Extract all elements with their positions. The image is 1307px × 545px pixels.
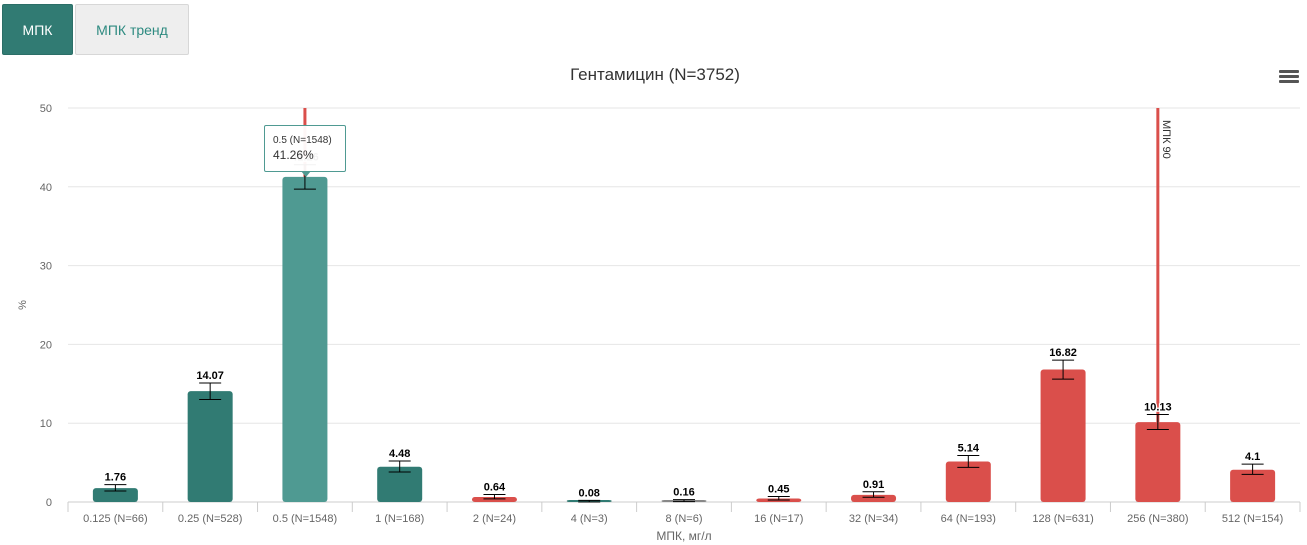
x-tick-label: 2 (N=24) <box>473 513 516 525</box>
tooltip-value: 41.26% <box>273 148 314 162</box>
bar <box>1040 369 1086 502</box>
y-tick-label: 30 <box>40 261 52 273</box>
bar <box>851 494 897 502</box>
data-label: 16.82 <box>1049 347 1077 359</box>
tab-mpk[interactable]: МПК <box>2 4 73 55</box>
x-tick-label: 0.25 (N=528) <box>178 513 243 525</box>
x-tick-label: 512 (N=154) <box>1222 513 1283 525</box>
x-tick-label: 1 (N=168) <box>375 513 424 525</box>
x-tick-label: 0.125 (N=66) <box>83 513 148 525</box>
x-tick-label: 64 (N=193) <box>941 513 996 525</box>
data-label: 0.91 <box>863 479 884 491</box>
data-label: 4.48 <box>389 448 410 460</box>
x-tick-label: 128 (N=631) <box>1032 513 1093 525</box>
bar <box>945 461 991 502</box>
hamburger-menu-icon[interactable] <box>1279 70 1299 86</box>
data-label: 5.14 <box>958 443 980 455</box>
data-label: 0.64 <box>484 482 506 494</box>
tooltip-pointer <box>301 171 311 177</box>
y-tick-label: 20 <box>40 339 52 351</box>
tab-bar: МПК МПК тренд <box>2 4 189 55</box>
data-label: 14.07 <box>196 370 224 382</box>
bar <box>377 466 423 502</box>
x-axis-label: МПК, мг/л <box>656 529 711 543</box>
y-tick-label: 50 <box>40 103 52 115</box>
data-label: 0.16 <box>673 487 694 499</box>
y-tick-label: 40 <box>40 182 52 194</box>
x-tick-label: 4 (N=3) <box>571 513 608 525</box>
bar <box>1230 469 1276 502</box>
bar <box>1135 422 1181 502</box>
y-axis-label: % <box>17 300 29 310</box>
tooltip-header: 0.5 (N=1548) <box>273 135 332 146</box>
chart-title: Гентамицин (N=3752) <box>570 65 740 84</box>
x-tick-label: 32 (N=34) <box>849 513 898 525</box>
bar <box>187 391 233 502</box>
y-tick-label: 0 <box>46 497 52 509</box>
data-label: 10.13 <box>1144 402 1172 414</box>
x-tick-label: 16 (N=17) <box>754 513 803 525</box>
data-label: 1.76 <box>105 472 126 484</box>
data-label: 0.08 <box>579 487 600 499</box>
threshold-marker-line <box>1156 108 1160 423</box>
bar <box>471 496 517 502</box>
bar <box>282 176 328 502</box>
x-tick-label: 8 (N=6) <box>666 513 703 525</box>
data-label: 4.1 <box>1245 451 1260 463</box>
chart-tooltip: 0.5 (N=1548) 41.26% <box>264 125 346 172</box>
y-tick-label: 10 <box>40 418 52 430</box>
threshold-marker-label: МПК 90 <box>1160 120 1172 159</box>
data-label: 0.45 <box>768 483 789 495</box>
bar <box>92 488 138 502</box>
tab-mpk-trend[interactable]: МПК тренд <box>75 4 189 55</box>
x-tick-label: 256 (N=380) <box>1127 513 1188 525</box>
x-tick-label: 0.5 (N=1548) <box>273 513 338 525</box>
